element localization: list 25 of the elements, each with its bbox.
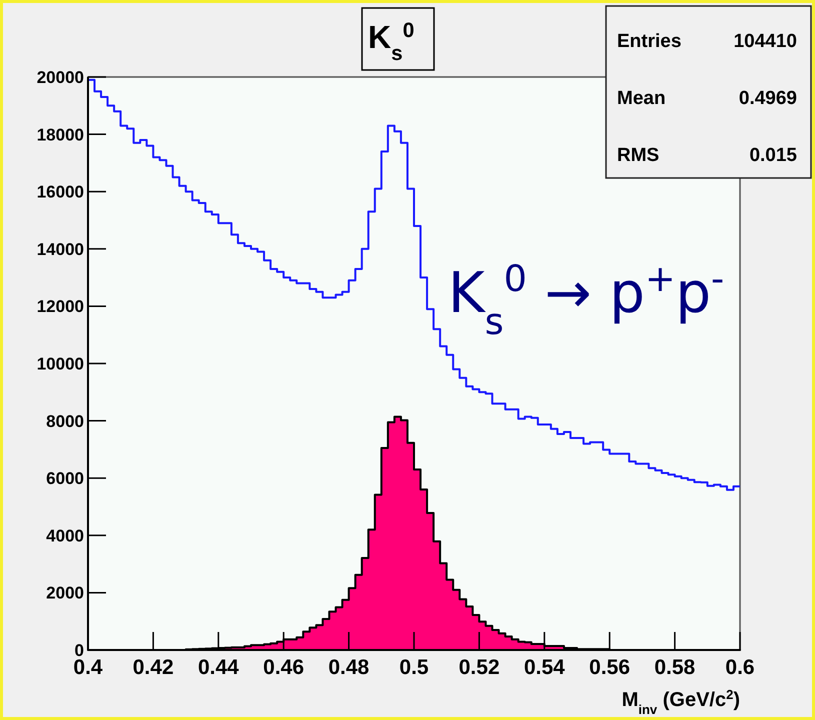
x-tick-label: 0.56: [589, 656, 630, 679]
y-tick-label: 4000: [46, 526, 84, 546]
y-tick-label: 20000: [36, 68, 84, 87]
text: Entries 104410: [617, 31, 797, 52]
x-tick-label: 0.42: [132, 656, 174, 679]
x-tick-label: 0.58: [654, 656, 696, 679]
x-tick-label: 0.48: [328, 656, 370, 679]
y-tick-label: 6000: [46, 469, 84, 488]
x-tick-label: 0.5: [399, 656, 429, 679]
x-axis-title: M$_{inv}$ (GeV/c$^{2}$): [622, 686, 740, 716]
y-tick-label: 10000: [36, 354, 84, 374]
y-tick-label: 14000: [36, 240, 84, 259]
y-tick-label: 18000: [36, 125, 84, 144]
text: Mean 0.4969: [617, 88, 797, 109]
text: RMS 0.015: [617, 145, 797, 166]
annotation: K$_{s}$$^{0}$ → p$^{+}$p$^{-}$: [448, 256, 724, 342]
x-tick-label: 0.52: [458, 656, 500, 679]
x-tick-label: 0.46: [263, 656, 304, 679]
x-tick-label: 0.6: [725, 656, 755, 679]
y-tick-label: 2000: [46, 584, 84, 603]
y-tick-label: 12000: [36, 297, 84, 316]
x-tick-label: 0.54: [524, 656, 566, 679]
x-tick-label: 0.44: [198, 656, 240, 679]
y-tick-label: 8000: [46, 412, 84, 431]
y-tick-label: 16000: [36, 182, 84, 202]
